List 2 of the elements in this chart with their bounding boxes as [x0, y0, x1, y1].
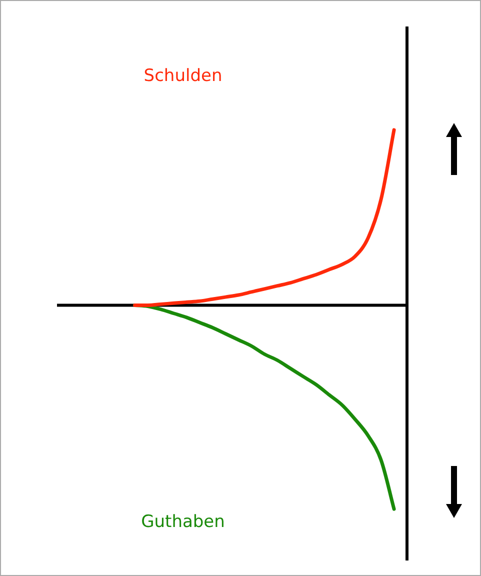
text: Guthaben [141, 512, 225, 532]
text: Schulden [144, 66, 222, 86]
